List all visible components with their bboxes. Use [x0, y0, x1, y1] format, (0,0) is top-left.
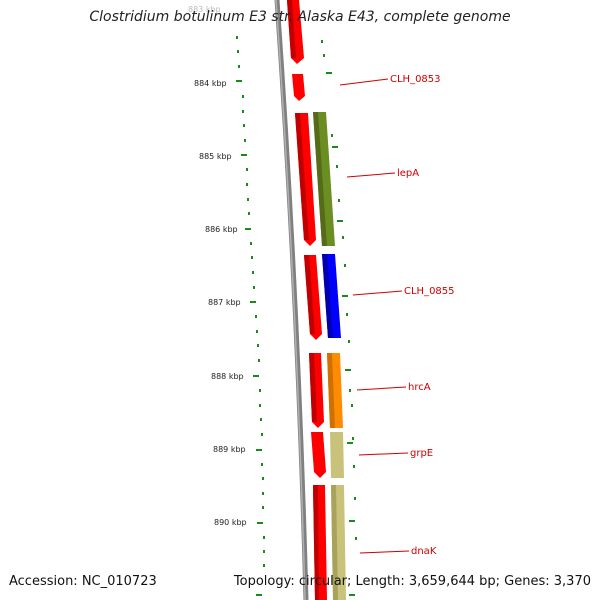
ruler-label-887: 887 kbp [208, 298, 241, 307]
page-title: Clostridium botulinum E3 str. Alaska E43… [89, 9, 511, 25]
ruler-ticks [236, 72, 355, 596]
ruler-label-889: 889 kbp [213, 445, 246, 454]
ruler-label-890: 890 kbp [214, 518, 247, 527]
gene-grpE[interactable] [330, 432, 344, 478]
red-gene-2[interactable] [292, 74, 305, 101]
red-gene-6[interactable] [311, 432, 326, 478]
ruler-label-888: 888 kbp [211, 372, 244, 381]
named-genes [313, 112, 346, 600]
label-grpE[interactable]: grpE [410, 448, 433, 459]
ruler-label-886: 886 kbp [205, 225, 238, 234]
gene-annotations: CLH_0853 lepA CLH_0855 hrcA grpE dnaK [339, 74, 455, 557]
genome-summary-text: Topology: circular; Length: 3,659,644 bp… [233, 574, 591, 589]
label-hrcA[interactable]: hrcA [408, 382, 431, 393]
label-CLH_0853[interactable]: CLH_0853 [390, 74, 441, 85]
accession-text: Accession: NC_010723 [9, 574, 157, 589]
ruler-dots [236, 36, 357, 567]
label-dnaK[interactable]: dnaK [411, 546, 437, 557]
ruler-label-885: 885 kbp [199, 152, 232, 161]
label-CLH_0855[interactable]: CLH_0855 [404, 286, 455, 297]
ruler-label-884: 884 kbp [194, 79, 227, 88]
ruler-label-partial: 883 kbp [188, 5, 221, 14]
label-lepA[interactable]: lepA [397, 168, 419, 179]
backbone [274, 0, 309, 600]
forward-strand-genes [287, 0, 327, 600]
